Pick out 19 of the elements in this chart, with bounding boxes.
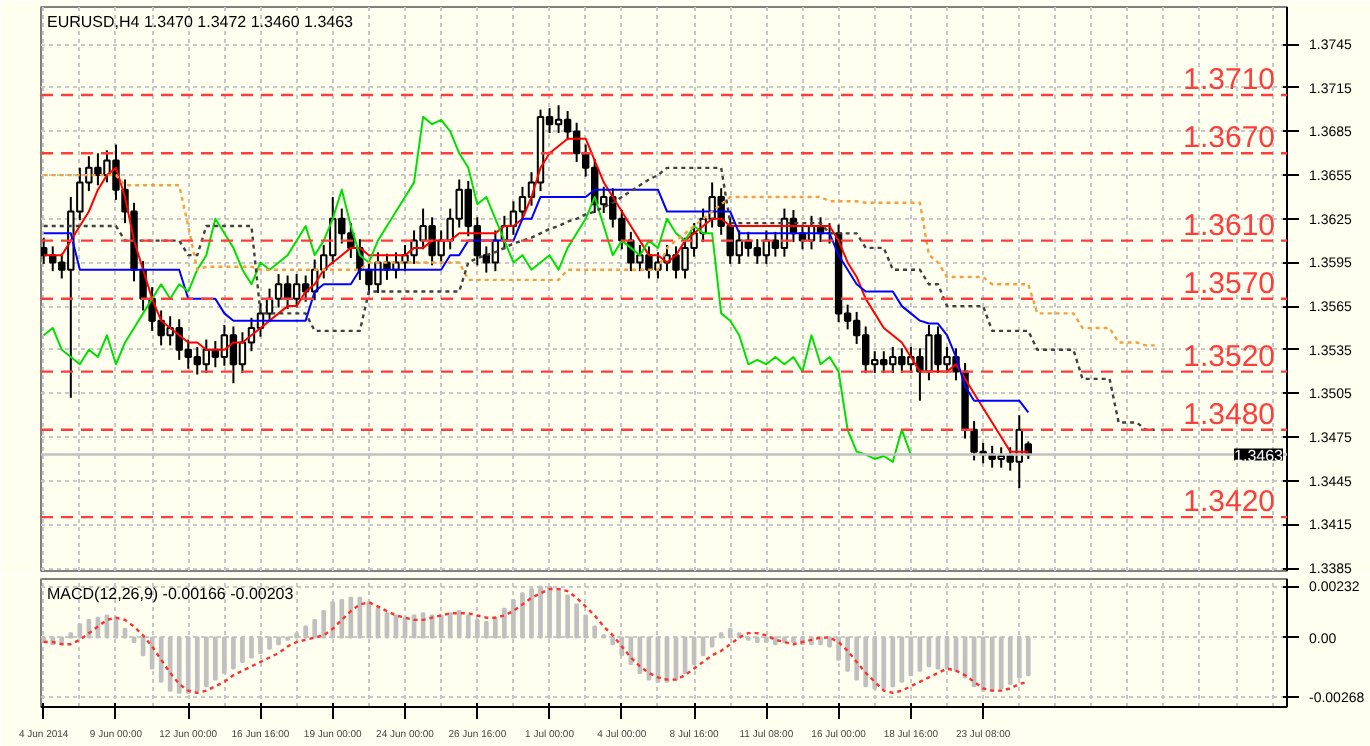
ref-line-label: 1.3463 bbox=[1234, 446, 1285, 465]
ref-line-label: 1.3710 bbox=[1183, 63, 1276, 98]
candlestick bbox=[238, 331, 247, 375]
chart-title: EURUSD,H4 1.3470 1.3472 1.3460 1.3463 bbox=[47, 13, 355, 31]
ref-line-label: 1.3520 bbox=[1183, 339, 1276, 374]
candlestick bbox=[518, 185, 527, 222]
line-series bbox=[42, 115, 912, 463]
ref-line-label: 1.3420 bbox=[1183, 485, 1276, 520]
candlestick bbox=[753, 238, 762, 265]
ref-line-label: 1.3480 bbox=[1183, 397, 1276, 432]
candlestick bbox=[292, 273, 301, 309]
line-series bbox=[42, 587, 1030, 695]
ref-line-label: 1.3670 bbox=[1183, 121, 1276, 156]
candlestick bbox=[274, 273, 283, 309]
ref-line-label: 1.3610 bbox=[1183, 208, 1276, 243]
ref-line-label: 1.3570 bbox=[1183, 266, 1276, 301]
chart-title: MACD(12,26,9) -0.00166 -0.00203 bbox=[47, 585, 295, 603]
line-series bbox=[42, 166, 1156, 432]
candlestick bbox=[554, 104, 563, 134]
